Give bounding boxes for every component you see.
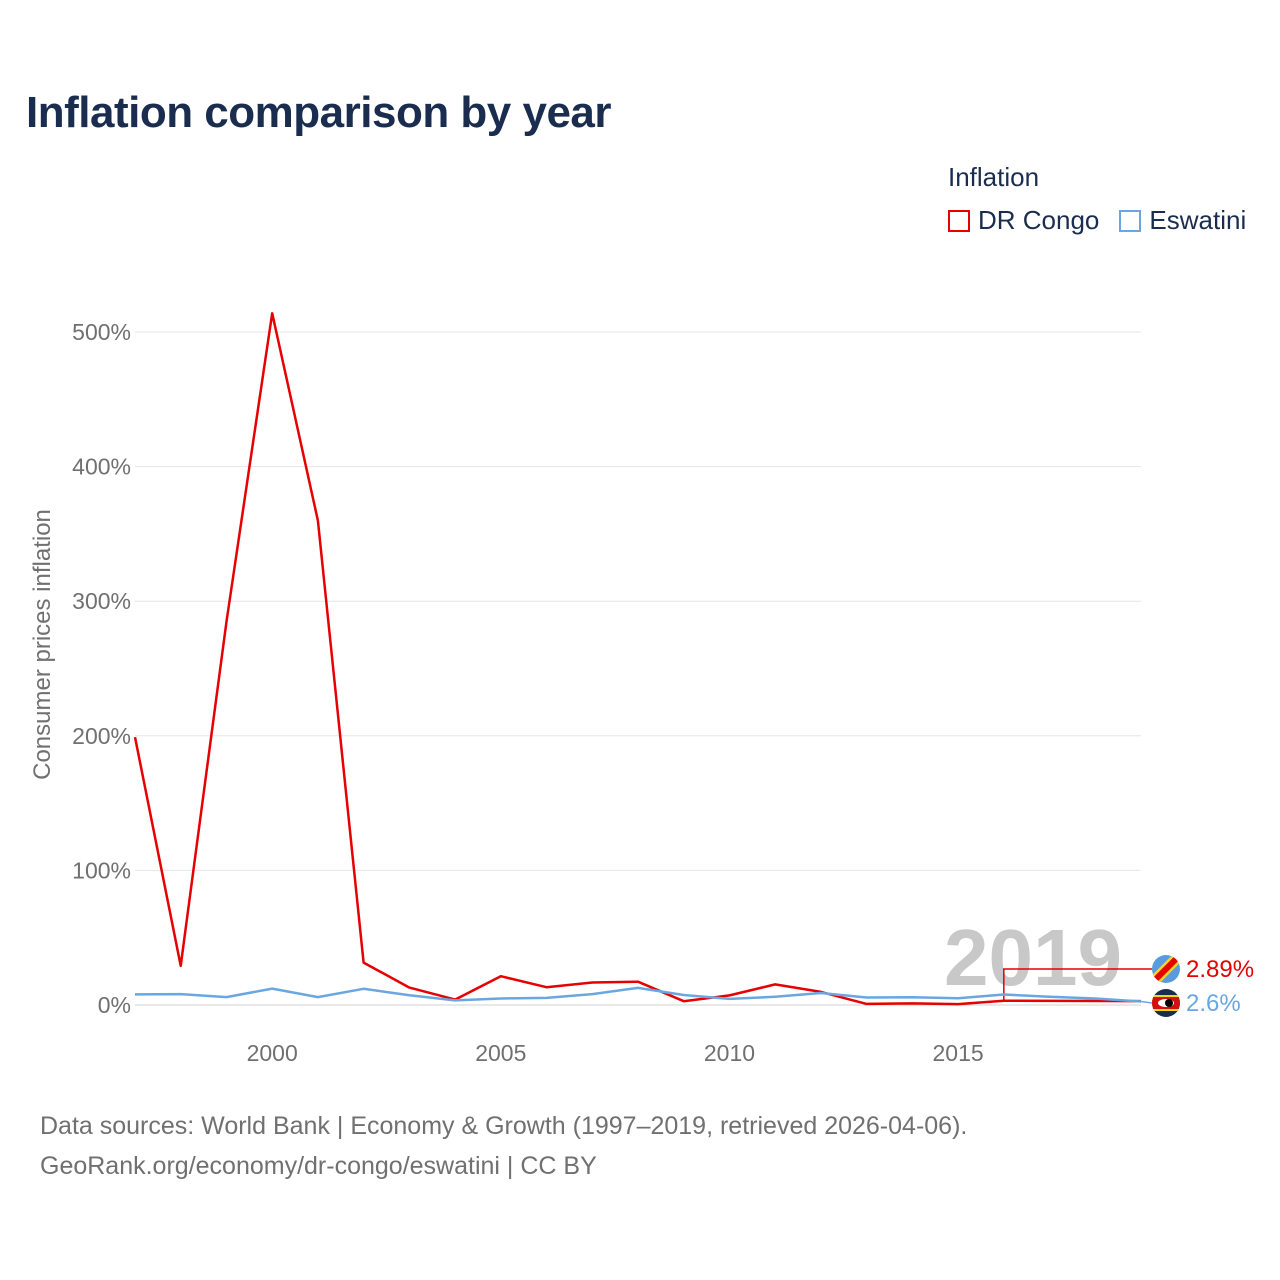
x-tick-label: 2015 [933,1040,984,1066]
end-label-connector [1003,968,1152,1001]
legend-swatch-dr-congo [948,209,970,232]
chart-title: Inflation comparison by year [26,88,612,137]
series-line-eswatini [134,986,1142,1003]
y-axis-title: Consumer prices inflation [29,509,56,780]
end-value-label-dr-congo: 2.89% [1186,956,1254,983]
legend-swatch-eswatini [1119,209,1142,232]
end-value-label-eswatini: 2.6% [1186,990,1241,1017]
legend: Inflation DR Congo Eswatini [948,162,1246,236]
legend-label-eswatini: Eswatini [1149,205,1247,235]
year-watermark: 2019 [944,913,1122,1002]
y-tick-label: 100% [72,857,131,883]
dr-congo-flag-icon [1152,955,1180,983]
x-tick-label: 2000 [247,1040,298,1066]
source-line-1: Data sources: World Bank | Economy & Gro… [40,1112,968,1140]
eswatini-flag-icon [1152,989,1180,1017]
line-chart: 0% 100% 200% 300% 400% 500% 2000 2005 2010 2015 Co… [29,312,1254,1066]
legend-title: Inflation [948,162,1040,192]
source-note: Data sources: World Bank | Economy & Gro… [40,1106,967,1186]
legend-label-dr-congo: DR Congo [978,205,1100,235]
source-line-2: GeoRank.org/economy/dr-congo/eswatini | … [40,1152,597,1180]
x-tick-label: 2005 [475,1040,526,1066]
y-tick-label: 200% [72,723,131,749]
y-tick-label: 500% [72,319,131,345]
y-tick-label: 300% [72,588,131,614]
x-tick-label: 2010 [704,1040,755,1066]
y-tick-label: 400% [72,454,131,480]
legend-item-eswatini[interactable]: Eswatini [1119,205,1246,236]
y-tick-label: 0% [98,992,131,1018]
legend-item-dr-congo[interactable]: DR Congo [948,205,1099,236]
end-label-connector [1140,1000,1153,1004]
series-line-dr-congo [133,312,1142,1006]
